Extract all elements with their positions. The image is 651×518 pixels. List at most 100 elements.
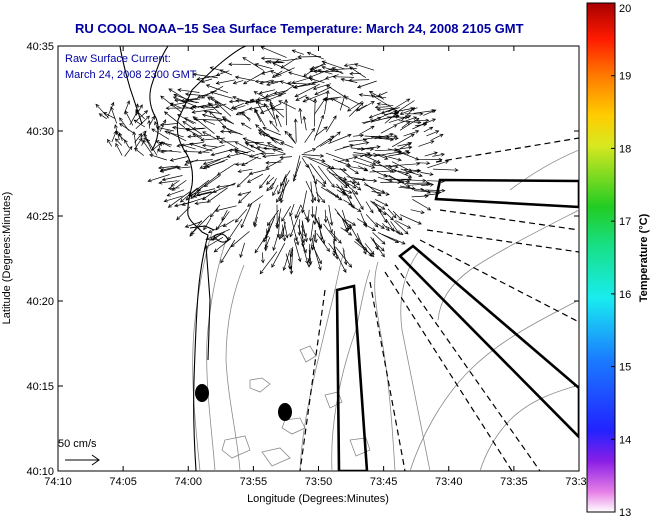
current-vector — [315, 192, 326, 204]
current-vector — [347, 165, 368, 172]
current-vector — [390, 221, 400, 235]
current-vector — [119, 117, 129, 131]
scale-arrow — [65, 454, 100, 466]
current-vector — [269, 104, 285, 118]
current-vector — [167, 131, 187, 142]
contour-line — [225, 264, 245, 471]
colorbar-tick-label: 18 — [619, 143, 631, 155]
current-vector — [311, 230, 317, 251]
current-vector — [205, 228, 230, 240]
current-vector — [425, 188, 446, 193]
current-vector — [228, 148, 244, 153]
current-vector — [110, 106, 118, 124]
current-vector — [118, 132, 123, 142]
colorbar-tick-label: 19 — [619, 71, 631, 83]
x-tick-label: 74:00 — [174, 476, 202, 488]
current-vector — [342, 247, 348, 266]
current-vector — [308, 77, 325, 84]
current-vector — [202, 158, 228, 170]
current-vector — [149, 115, 155, 126]
current-vector — [227, 130, 241, 135]
current-vector — [324, 89, 330, 115]
current-vector — [292, 83, 314, 89]
current-vector — [123, 100, 131, 115]
current-vector — [397, 170, 410, 175]
current-vector — [279, 177, 288, 204]
current-vector — [278, 227, 284, 240]
current-vector — [320, 186, 343, 201]
current-vector — [377, 91, 388, 97]
current-vector — [266, 142, 284, 152]
colorbar-tick-label: 17 — [619, 216, 631, 228]
current-vector — [183, 149, 210, 154]
current-vector — [346, 219, 357, 226]
current-vector — [313, 206, 317, 226]
current-vector — [260, 252, 265, 264]
current-vector — [215, 70, 230, 77]
current-vector — [95, 103, 110, 119]
current-vector — [239, 242, 245, 259]
current-vector — [174, 201, 194, 208]
current-vector — [304, 127, 315, 143]
current-vector — [369, 168, 398, 173]
current-vector — [363, 116, 382, 125]
current-vector — [275, 67, 295, 77]
current-vector — [352, 160, 376, 169]
current-vector — [177, 88, 200, 93]
current-vector — [372, 169, 388, 178]
radar-sector-lines — [299, 137, 579, 471]
current-vector — [399, 214, 422, 225]
current-vector — [433, 168, 459, 172]
current-vector — [294, 83, 320, 98]
current-vector — [270, 79, 283, 84]
current-vector — [302, 115, 307, 131]
current-vector — [339, 168, 361, 186]
current-vector — [199, 158, 221, 169]
current-vector — [228, 62, 251, 67]
x-tick-label: 73:55 — [240, 476, 268, 488]
current-vector — [340, 227, 353, 236]
current-vector — [305, 180, 316, 202]
x-tick-label: 73:50 — [305, 476, 333, 488]
x-tick-label: 74:10 — [44, 476, 72, 488]
current-vector — [349, 224, 360, 242]
lane-east — [434, 178, 579, 209]
current-vector — [363, 184, 386, 194]
current-vector — [355, 157, 377, 166]
coastline-ny — [119, 46, 143, 125]
current-vector — [418, 157, 443, 162]
current-vector — [391, 133, 415, 148]
current-vector — [161, 175, 183, 182]
current-vector — [292, 161, 301, 182]
current-vector — [190, 189, 201, 200]
current-vector — [371, 191, 390, 196]
current-vector — [393, 149, 420, 161]
current-vector — [358, 93, 387, 99]
y-tick-label: 40:20 — [26, 296, 54, 308]
current-vector — [202, 191, 214, 201]
current-vector — [401, 121, 411, 129]
current-vector — [216, 184, 235, 189]
current-vector — [317, 165, 335, 188]
current-vector — [356, 233, 367, 255]
current-vector — [343, 63, 358, 68]
current-vector — [301, 220, 308, 243]
lane-southeast — [398, 244, 579, 439]
current-vector — [254, 79, 271, 84]
x-tick-label: 73:35 — [500, 476, 528, 488]
current-vector — [385, 226, 404, 236]
current-timestamp: March 24, 2008 2300 GMT — [65, 69, 197, 81]
current-vector — [277, 85, 295, 97]
current-vector — [167, 186, 180, 191]
surface-current-vectors — [95, 46, 459, 275]
current-vector — [373, 201, 382, 213]
current-vector — [396, 116, 418, 125]
current-vector — [417, 161, 431, 166]
current-vector — [275, 208, 282, 228]
current-vector — [372, 232, 386, 245]
current-vector — [336, 189, 347, 196]
current-vector — [293, 239, 302, 263]
current-vector — [170, 180, 180, 187]
current-vector — [201, 143, 218, 148]
barrier-island — [205, 245, 211, 361]
